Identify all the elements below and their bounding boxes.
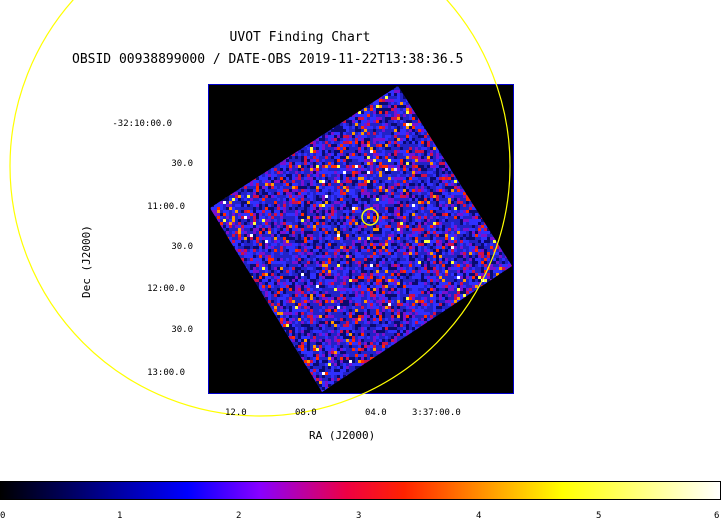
x-tick-label: 08.0 <box>295 408 317 418</box>
y-tick-label: 30.0 <box>171 325 193 335</box>
y-tick-label: 11:00.0 <box>147 202 185 212</box>
colorbar-tick: 5 <box>596 511 602 521</box>
x-tick-label: 12.0 <box>225 408 247 418</box>
y-tick-label: 30.0 <box>171 159 193 169</box>
y-tick-label: -32:10:00.0 <box>112 119 172 129</box>
image-border <box>208 84 514 394</box>
source-circle <box>361 208 379 226</box>
colorbar-gradient <box>0 481 721 500</box>
overlay-layer <box>9 0 511 417</box>
large-region-circle <box>9 0 511 417</box>
chart-subtitle: OBSID 00938899000 / DATE-OBS 2019-11-22T… <box>72 52 464 67</box>
y-tick-label: 13:00.0 <box>147 368 185 378</box>
image-frame <box>208 84 514 394</box>
y-tick-label: 12:00.0 <box>147 284 185 294</box>
sky-image <box>208 84 514 394</box>
colorbar <box>0 481 721 500</box>
colorbar-tick: 3 <box>356 511 362 521</box>
x-tick-label: 3:37:00.0 <box>412 408 461 418</box>
chart-title: UVOT Finding Chart <box>229 30 371 45</box>
x-axis-label: RA (J2000) <box>309 429 376 442</box>
colorbar-tick: 4 <box>476 511 482 521</box>
x-tick-label: 04.0 <box>365 408 387 418</box>
colorbar-tick: 6 <box>714 511 720 521</box>
colorbar-tick: 2 <box>236 511 242 521</box>
y-tick-label: 30.0 <box>171 242 193 252</box>
colorbar-tick: 1 <box>117 511 123 521</box>
colorbar-tick: 0 <box>0 511 6 521</box>
y-axis-label: Dec (J2000) <box>80 225 93 298</box>
